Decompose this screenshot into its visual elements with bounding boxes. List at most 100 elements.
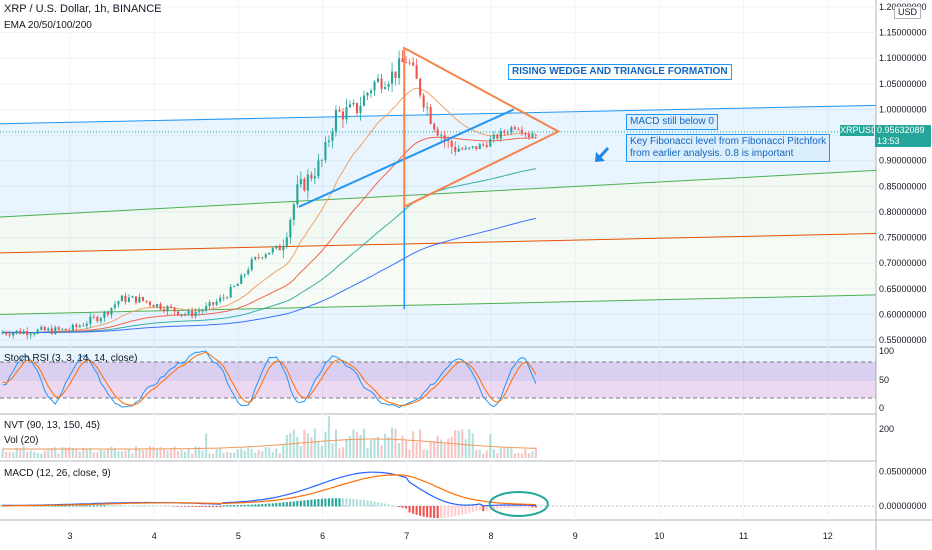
- time-tick-label: 3: [67, 531, 72, 541]
- candle-body: [33, 333, 36, 335]
- volume-bar: [264, 447, 267, 458]
- macd-histogram-bar: [348, 498, 352, 507]
- volume-bar: [496, 453, 499, 458]
- candle-body: [113, 304, 116, 308]
- macd-histogram-bar: [503, 506, 506, 509]
- volume-bar: [124, 450, 127, 458]
- candle-body: [50, 328, 53, 334]
- ema-legend[interactable]: EMA 20/50/100/200: [4, 20, 92, 31]
- candle-body: [429, 107, 432, 124]
- volume-bar: [250, 448, 253, 458]
- volume-bar: [145, 449, 148, 458]
- candle-body: [12, 332, 15, 336]
- pattern-label[interactable]: RISING WEDGE AND TRIANGLE FORMATION: [508, 64, 732, 80]
- candle-body: [524, 133, 527, 135]
- macd-histogram-bar: [355, 499, 359, 507]
- candle-body: [306, 174, 309, 191]
- macd-histogram-bar: [173, 506, 176, 507]
- candle-body: [261, 257, 264, 259]
- volume-bar: [247, 446, 250, 458]
- macd-tick-label: 0.00000000: [879, 501, 927, 511]
- macd-histogram-bar: [54, 505, 57, 507]
- volume-bar: [33, 451, 36, 458]
- volume-bar: [226, 451, 229, 458]
- macd-histogram-bar: [268, 503, 271, 507]
- macd-histogram-bar: [205, 506, 208, 508]
- candle-body: [275, 245, 278, 249]
- volume-bar: [345, 438, 348, 458]
- candle-body: [19, 330, 22, 334]
- macd-histogram-bar: [138, 505, 141, 507]
- macd-histogram-bar: [226, 505, 229, 507]
- macd-histogram-bar: [222, 505, 225, 507]
- macd-histogram-bar: [285, 502, 288, 507]
- fib-note[interactable]: Key Fibonacci level from Fibonacci Pitch…: [626, 134, 831, 162]
- candle-body: [440, 135, 443, 136]
- volume-bar: [236, 449, 239, 458]
- price-candles[interactable]: [1, 50, 537, 340]
- candle-body: [106, 311, 109, 315]
- candle-body: [366, 93, 369, 96]
- macd-histogram-bar: [264, 503, 267, 507]
- currency-label[interactable]: USD: [894, 6, 922, 19]
- volume-bar: [215, 448, 218, 458]
- volume-bar: [5, 451, 8, 458]
- macd-histogram-bar: [327, 498, 330, 507]
- macd-histogram-bar: [131, 505, 134, 507]
- volume-bar: [303, 430, 306, 458]
- price-tick-label: 0.55000000: [879, 335, 927, 345]
- volume-bar: [47, 449, 50, 458]
- volume-bar: [233, 452, 236, 458]
- drawing-tools[interactable]: [298, 46, 610, 310]
- candle-body: [155, 303, 159, 307]
- volume-bar: [401, 435, 404, 458]
- candle-body: [236, 284, 239, 287]
- candle-body: [506, 132, 509, 134]
- volume-bar: [64, 447, 67, 458]
- candle-body: [85, 323, 88, 326]
- candle-body: [78, 325, 81, 327]
- volume-bar: [398, 443, 401, 458]
- candle-body: [8, 334, 11, 336]
- price-tick-label: 1.15000000: [879, 28, 927, 38]
- candle-body: [191, 310, 194, 317]
- volume-bars: [1, 415, 537, 458]
- volume-bar: [162, 449, 166, 458]
- volume-bar: [492, 449, 495, 458]
- volume-bar: [110, 446, 113, 458]
- macd-histogram-bar: [524, 506, 527, 508]
- macd-note[interactable]: MACD still below 0: [626, 114, 718, 130]
- volume-bar: [257, 449, 260, 458]
- volume-bar: [96, 452, 99, 458]
- candle-body: [485, 144, 488, 147]
- candle-body: [40, 326, 43, 330]
- candle-body: [54, 327, 57, 334]
- candle-body: [89, 316, 92, 324]
- macd-histogram-bar: [520, 506, 523, 508]
- volume-bar: [191, 453, 194, 458]
- candle-body: [47, 328, 50, 331]
- volume-bar: [19, 449, 22, 458]
- volume-bar: [422, 449, 425, 458]
- volume-bar: [443, 443, 446, 458]
- macd-legend[interactable]: MACD (12, 26, close, 9): [4, 468, 111, 479]
- zone-fills: [0, 104, 877, 381]
- candle-body: [412, 62, 415, 66]
- volume-bar: [103, 450, 106, 458]
- macd-histogram-bar: [43, 505, 46, 507]
- volume-bar: [429, 442, 432, 458]
- volume-bar: [180, 449, 183, 458]
- macd-histogram-bar: [219, 506, 222, 508]
- candle-body: [327, 140, 330, 142]
- candle-body: [324, 141, 327, 160]
- candle-body: [362, 95, 366, 106]
- volume-legend[interactable]: Vol (20): [4, 435, 39, 446]
- volume-bar: [464, 439, 467, 458]
- nvt-legend[interactable]: NVT (90, 13, 150, 45): [4, 420, 100, 431]
- candle-body: [443, 135, 446, 140]
- price-tick-label: 0.75000000: [879, 233, 927, 243]
- stoch-rsi-legend[interactable]: Stoch RSI (3, 3, 14, 14, close): [4, 353, 138, 364]
- volume-bar: [282, 444, 285, 458]
